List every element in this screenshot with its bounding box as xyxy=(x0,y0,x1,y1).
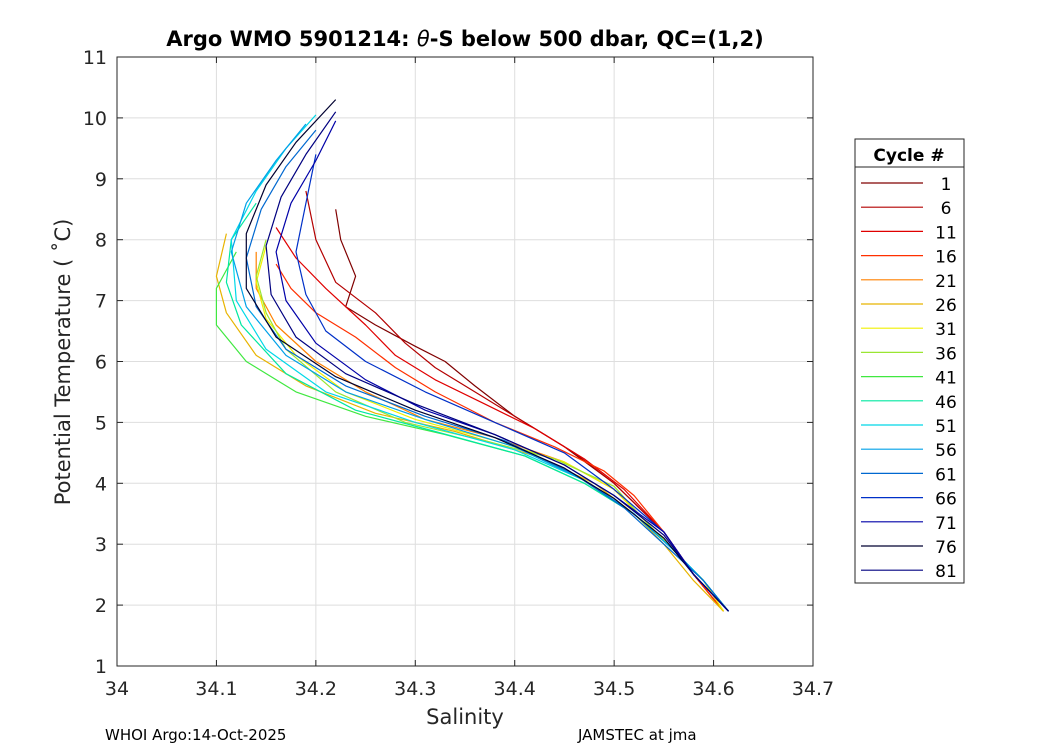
legend-label-21: 21 xyxy=(935,272,957,292)
legend-label-46: 46 xyxy=(935,393,957,413)
y-tick-label: 10 xyxy=(83,108,107,130)
legend-label-36: 36 xyxy=(935,344,957,364)
legend-label-76: 76 xyxy=(935,538,957,558)
y-tick-label: 5 xyxy=(95,412,107,434)
x-tick-label: 34.3 xyxy=(394,678,436,700)
title-prefix: Argo WMO 5901214: xyxy=(166,27,417,51)
y-axis-label: Potential Temperature ( ˚C) xyxy=(51,219,75,506)
x-tick-label: 34.2 xyxy=(295,678,337,700)
chart-title: Argo WMO 5901214: θ-S below 500 dbar, QC… xyxy=(166,27,763,51)
y-tick-label: 4 xyxy=(95,473,107,495)
legend-label-26: 26 xyxy=(935,296,957,316)
legend-label-41: 41 xyxy=(935,369,957,389)
legend-label-66: 66 xyxy=(935,490,957,510)
legend-label-6: 6 xyxy=(941,199,952,219)
legend-label-11: 11 xyxy=(935,223,957,243)
y-tick-label: 6 xyxy=(95,352,107,374)
x-tick-label: 34.4 xyxy=(494,678,536,700)
axis-ticks: 34 34.1 34.2 34.3 34.4 34.5 34.6 34.71234567891… xyxy=(83,47,834,700)
y-tick-label: 8 xyxy=(95,230,107,252)
y-tick-label: 1 xyxy=(95,656,107,678)
legend-label-81: 81 xyxy=(935,562,957,582)
y-tick-label: 11 xyxy=(83,47,107,69)
x-tick-label: 34 xyxy=(105,678,129,700)
x-tick-label: 34.1 xyxy=(195,678,237,700)
series-line-cycle-81 xyxy=(265,111,729,612)
title-theta: θ xyxy=(417,27,430,51)
y-tick-label: 2 xyxy=(95,595,107,617)
x-tick-label: 34.7 xyxy=(792,678,834,700)
y-tick-label: 9 xyxy=(95,169,107,191)
title-suffix: -S below 500 dbar, QC=(1,2) xyxy=(430,27,764,51)
legend-label-16: 16 xyxy=(935,248,957,268)
footer-right: JAMSTEC at jma xyxy=(578,726,697,744)
legend-label-61: 61 xyxy=(935,465,957,485)
legend-label-51: 51 xyxy=(935,417,957,437)
series-layer xyxy=(215,99,729,612)
series-line-cycle-56 xyxy=(230,123,729,612)
legend-label-1: 1 xyxy=(941,175,952,195)
legend-title: Cycle # xyxy=(873,146,944,166)
legend-label-31: 31 xyxy=(935,320,957,340)
y-tick-label: 7 xyxy=(95,291,107,313)
legend-label-56: 56 xyxy=(935,441,957,461)
series-line-cycle-61 xyxy=(245,129,729,612)
legend-box xyxy=(854,138,965,584)
series-line-cycle-76 xyxy=(245,99,729,612)
x-tick-label: 34.5 xyxy=(593,678,635,700)
x-tick-label: 34.6 xyxy=(692,678,734,700)
x-axis-label: Salinity xyxy=(426,705,504,729)
legend-label-71: 71 xyxy=(935,514,957,534)
y-tick-label: 3 xyxy=(95,534,107,556)
footer-left: WHOI Argo:14-Oct-2025 xyxy=(105,726,287,744)
